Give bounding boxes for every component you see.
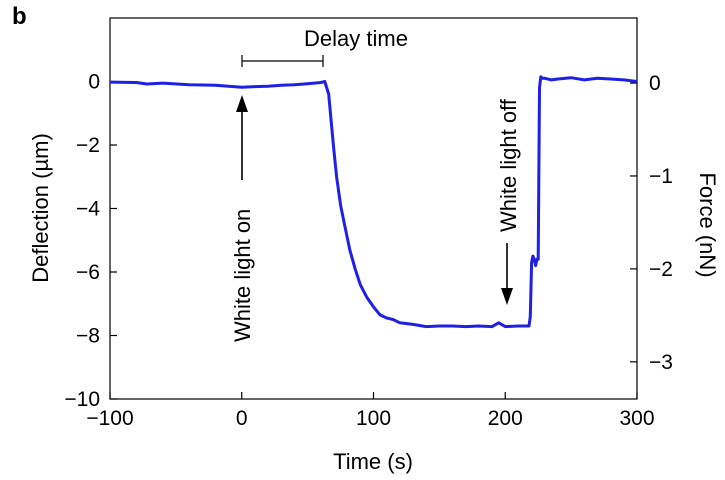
light-off-annotation: White light off xyxy=(496,98,521,305)
x-tick-label: 300 xyxy=(619,407,654,430)
y2-tick-label: −3 xyxy=(649,351,673,374)
light-off-arrow-head xyxy=(501,288,513,305)
y-tick-label: 0 xyxy=(88,71,100,94)
x-tick-label: 200 xyxy=(488,407,523,430)
light-off-label: White light off xyxy=(496,98,521,232)
y-tick-label: −8 xyxy=(76,325,100,348)
x-tick-label: 0 xyxy=(236,407,248,430)
delay-time-label: Delay time xyxy=(304,26,408,51)
delay-time-annotation: Delay time xyxy=(241,26,408,67)
x-axis-title: Time (s) xyxy=(333,449,413,474)
x-tick-label: −100 xyxy=(86,407,133,430)
y2-tick-label: −1 xyxy=(649,165,673,188)
y-tick-label: −6 xyxy=(76,261,100,284)
light-on-arrow-head xyxy=(236,95,248,112)
plot-frame xyxy=(109,17,638,400)
panel-label: b xyxy=(12,3,27,30)
y-axis-title: Deflection (µm) xyxy=(28,133,53,283)
x-tick-label: 100 xyxy=(356,407,391,430)
light-on-label: White light on xyxy=(230,209,255,342)
deflection-series-line xyxy=(109,75,638,329)
y-tick-label: −10 xyxy=(64,388,100,411)
y2-axis-title: Force (nN) xyxy=(695,172,720,277)
light-on-annotation: White light on xyxy=(230,95,255,342)
y2-tick-label: 0 xyxy=(649,72,661,95)
y-tick-label: −2 xyxy=(76,134,100,157)
y-tick-label: −4 xyxy=(76,198,100,221)
y2-tick-label: −2 xyxy=(649,258,673,281)
data-line-layer xyxy=(109,75,638,329)
